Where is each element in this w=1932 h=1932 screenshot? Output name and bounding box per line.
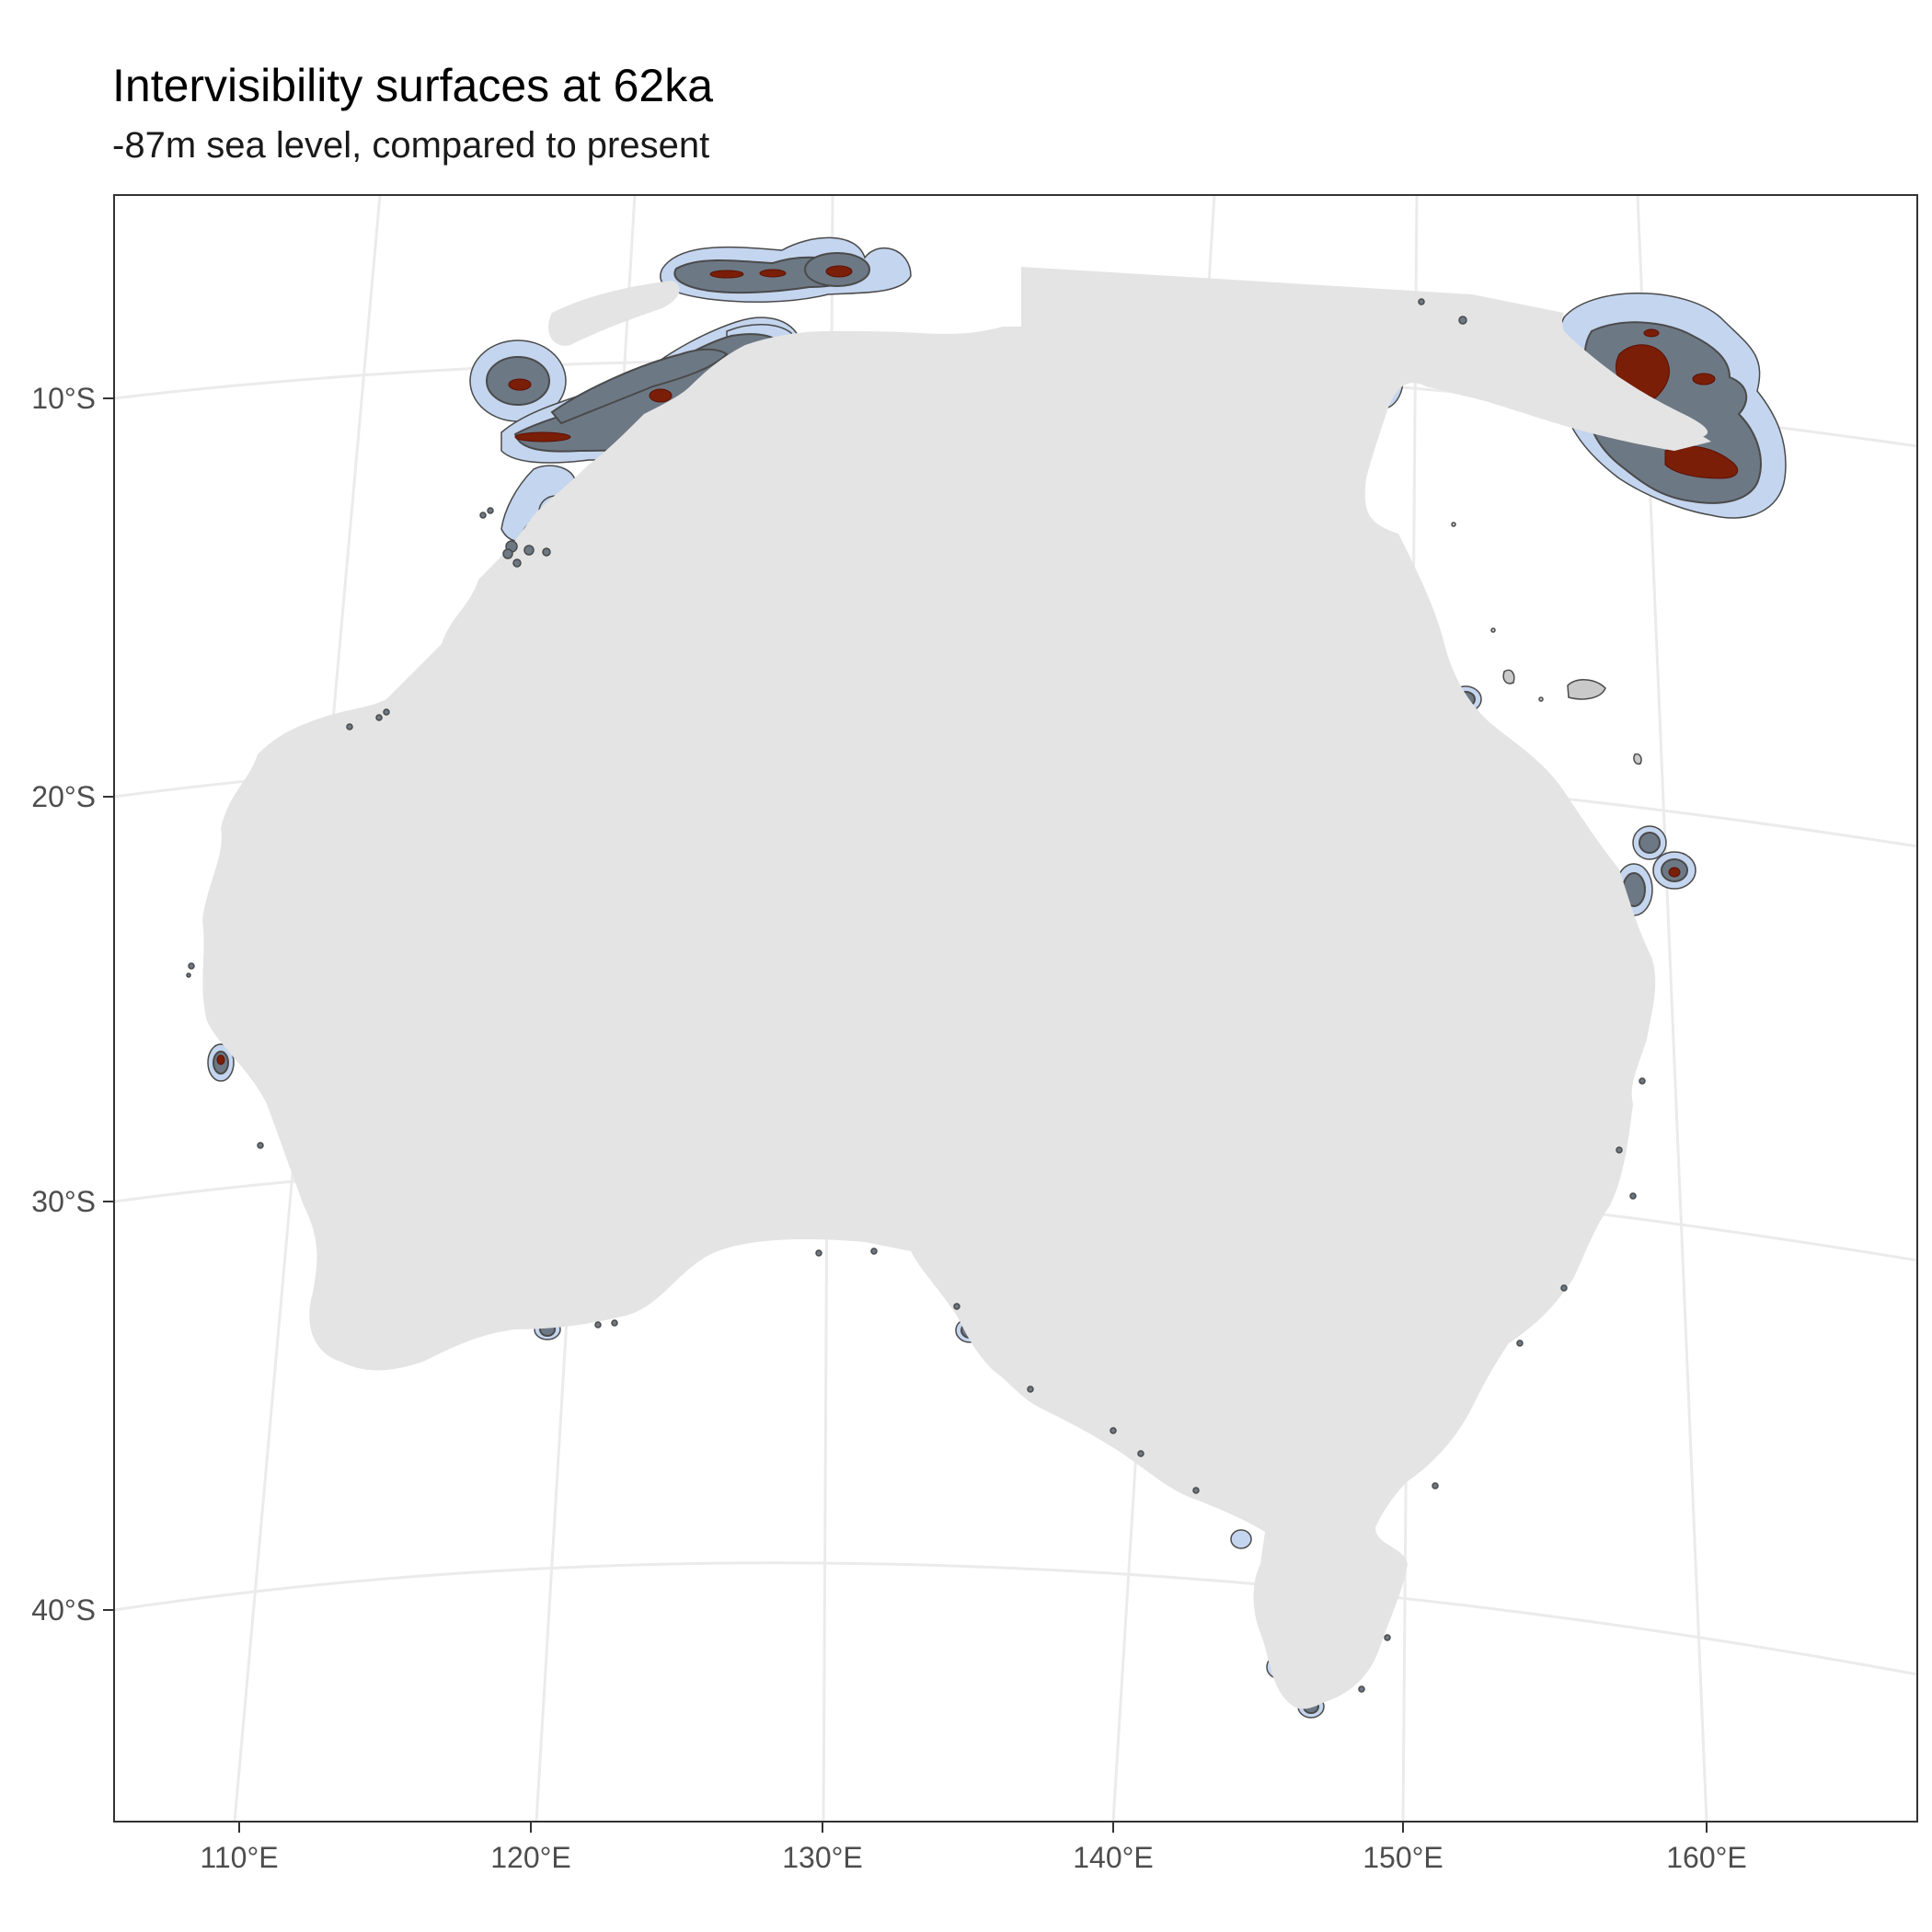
- cluster-ningaloo-2: [186, 972, 191, 978]
- core-visibility-aru: [649, 388, 673, 403]
- cluster-esperance-2: [611, 1319, 618, 1327]
- coastal-island-clusters: [186, 298, 1646, 1693]
- map-panel: [114, 195, 1917, 1822]
- lat-label-20s: 20°S: [31, 780, 96, 813]
- cluster-east-5: [1629, 1192, 1637, 1200]
- lat-label-40s: 40°S: [31, 1593, 96, 1627]
- cluster-york-5: [1418, 298, 1425, 305]
- core-visibility-timor-east: [825, 265, 853, 278]
- latitude-axis: 10°S 20°S 30°S 40°S: [31, 382, 114, 1627]
- core-visibility-whitsunday: [1668, 867, 1681, 878]
- cluster-coorong-1: [1027, 1386, 1034, 1393]
- landmass-timor-shelf: [548, 281, 680, 346]
- island-coral-sea-3: [1633, 753, 1642, 765]
- lon-label-150e: 150°E: [1363, 1841, 1443, 1874]
- lon-label-140e: 140°E: [1073, 1841, 1154, 1874]
- core-visibility-new-guinea-south: [1664, 445, 1739, 479]
- cluster-northwest-1: [487, 507, 494, 514]
- cluster-east-7: [1616, 1146, 1623, 1154]
- cluster-northwest-2: [479, 512, 487, 519]
- cluster-york-4: [1458, 316, 1467, 325]
- cluster-victoria-2: [1137, 1450, 1144, 1457]
- graticule-parallel-40s: [114, 1561, 1917, 1676]
- island-coral-sea-2: [1502, 669, 1515, 684]
- core-visibility-new-guinea-ridge: [1692, 373, 1716, 385]
- landmass-sahul: [202, 267, 1711, 1709]
- landmass-new-guinea: [1472, 294, 1708, 437]
- cluster-spencer-1: [953, 1303, 960, 1310]
- cluster-dampier-1: [383, 708, 390, 716]
- longitude-axis: 110°E 120°E 130°E 140°E 150°E 160°E: [200, 1822, 1747, 1874]
- island-coral-sea-1: [1567, 679, 1606, 700]
- cluster-east-2: [1516, 1340, 1524, 1347]
- cluster-dampier-3: [346, 723, 353, 730]
- cluster-east-6: [1639, 1077, 1646, 1085]
- island-coral-sea-6: [1538, 696, 1544, 702]
- cluster-dampier-2: [375, 714, 383, 721]
- cluster-kimberley-4: [523, 545, 535, 556]
- inner-visibility-coral-2: [1639, 832, 1661, 854]
- cluster-ningaloo-1: [188, 962, 195, 970]
- core-visibility-flores: [508, 378, 532, 391]
- cluster-bight-1: [815, 1249, 822, 1257]
- cluster-abrolhos-1: [257, 1142, 264, 1149]
- outer-visibility-bass-strait: [1230, 1529, 1252, 1549]
- cluster-east-4: [1384, 1634, 1391, 1641]
- lat-label-10s: 10°S: [31, 382, 96, 415]
- offshore-islands: [1451, 522, 1642, 765]
- core-visibility-sumba: [514, 431, 571, 443]
- lon-label-130e: 130°E: [782, 1841, 863, 1874]
- island-coral-sea-4: [1451, 522, 1456, 527]
- cluster-victoria-1: [1110, 1427, 1117, 1434]
- core-visibility-shark-bay: [216, 1054, 225, 1065]
- lon-label-120e: 120°E: [490, 1841, 571, 1874]
- cluster-bight-2: [870, 1248, 878, 1255]
- cluster-kimberley-2: [502, 548, 513, 559]
- lon-label-160e: 160°E: [1666, 1841, 1747, 1874]
- core-visibility-new-guinea-peak: [1643, 328, 1660, 338]
- lat-label-30s: 30°S: [31, 1185, 96, 1218]
- core-visibility-timor-central: [759, 269, 787, 278]
- panel-border: [113, 194, 1918, 1823]
- cluster-victoria-3: [1192, 1487, 1200, 1494]
- cluster-tasman-1: [1358, 1685, 1365, 1693]
- core-visibility-timor-west: [709, 270, 744, 279]
- cluster-kimberley-5: [542, 547, 551, 557]
- inner-visibility-arafura-arc: [550, 348, 729, 425]
- cluster-kimberley-3: [512, 558, 522, 568]
- map-title: Intervisibility surfaces at 62ka: [112, 60, 714, 111]
- cluster-east-1: [1560, 1284, 1568, 1292]
- cluster-east-3: [1432, 1482, 1439, 1489]
- cluster-esperance-1: [594, 1321, 602, 1328]
- lon-label-110e: 110°E: [200, 1841, 278, 1874]
- map-subtitle: -87m sea level, compared to present: [112, 125, 710, 166]
- island-coral-sea-5: [1490, 627, 1496, 633]
